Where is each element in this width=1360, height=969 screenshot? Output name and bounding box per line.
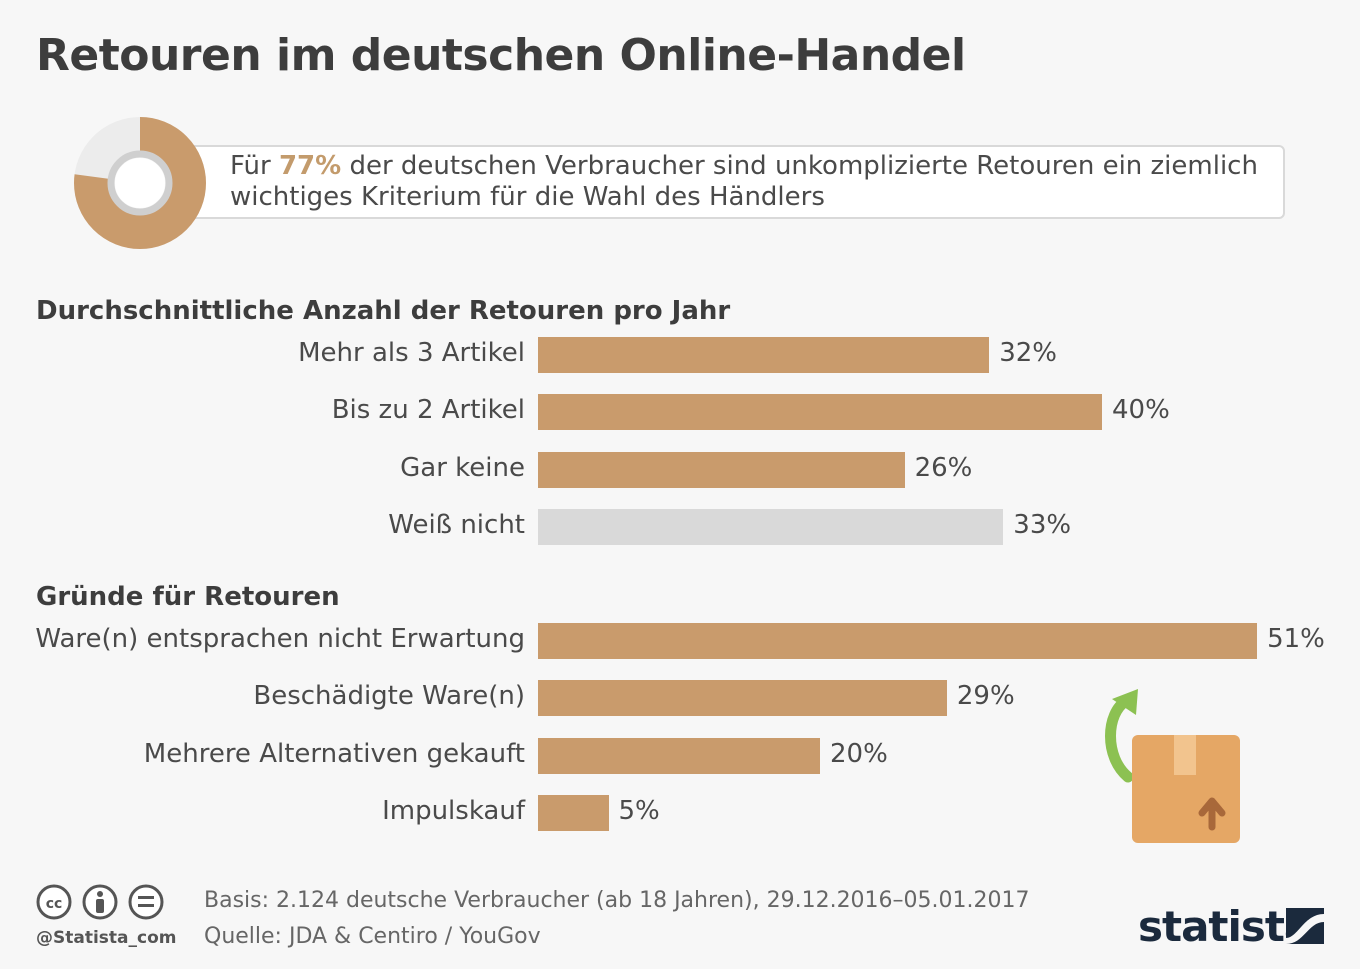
- cc-icon: cc: [36, 884, 72, 920]
- category-label: Ware(n) entsprachen nicht Erwartung: [35, 624, 525, 654]
- category-label: Mehrere Alternativen gekauft: [143, 738, 525, 769]
- value-label: 20%: [830, 738, 888, 769]
- chart-2-title: Gründe für Retouren: [36, 582, 340, 612]
- donut-inner-ring: [107, 150, 173, 216]
- category-label: Weiß nicht: [388, 509, 525, 540]
- by-icon: [82, 884, 118, 920]
- footer-source: Quelle: JDA & Centiro / YouGov: [204, 924, 541, 949]
- up-arrow-icon: [1198, 797, 1226, 831]
- footer-basis: Basis: 2.124 deutsche Verbraucher (ab 18…: [204, 888, 1030, 913]
- highlight-percent: 77%: [278, 151, 342, 181]
- highlight-text: Für 77% der deutschen Verbraucher sind u…: [230, 151, 1280, 213]
- donut-chart: [74, 117, 206, 249]
- highlight-box: [170, 145, 1285, 219]
- highlight-suffix: der deutschen Verbraucher sind unkompliz…: [230, 151, 1258, 212]
- bar: [538, 680, 947, 717]
- value-label: 33%: [1013, 509, 1072, 540]
- bar: [538, 623, 1258, 659]
- bar: [538, 794, 609, 831]
- bar: [538, 508, 1004, 545]
- category-label: Bis zu 2 Artikel: [331, 395, 525, 426]
- category-label: Impulskauf: [382, 795, 525, 826]
- value-label: 51%: [1267, 624, 1325, 654]
- box-tape: [1174, 735, 1196, 775]
- value-label: 5%: [618, 795, 660, 826]
- category-label: Gar keine: [400, 452, 525, 483]
- value-label: 32%: [999, 338, 1057, 368]
- return-arrow-icon: [1105, 695, 1134, 783]
- value-label: 40%: [1112, 395, 1170, 426]
- bar: [538, 737, 820, 774]
- statista-logo-mark-icon: [1286, 908, 1324, 944]
- donut-hole: [115, 158, 165, 208]
- bar: [538, 394, 1102, 431]
- category-label: Beschädigte Ware(n): [253, 681, 525, 712]
- statista-logo: statista: [1138, 902, 1312, 951]
- return-box-icon: [1105, 689, 1240, 843]
- value-label: 26%: [914, 452, 973, 483]
- return-arrow-head: [1112, 689, 1138, 715]
- bar: [538, 451, 905, 488]
- nd-icon: [128, 884, 164, 920]
- chart-1-title: Durchschnittliche Anzahl der Retouren pr…: [36, 296, 731, 326]
- statista-handle: @Statista_com: [36, 928, 177, 948]
- bar: [538, 337, 990, 373]
- svg-text:cc: cc: [46, 896, 63, 912]
- highlight-prefix: Für: [230, 151, 279, 181]
- value-label: 29%: [956, 681, 1015, 712]
- license-icons: cc: [36, 884, 164, 920]
- category-label: Mehr als 3 Artikel: [298, 338, 525, 368]
- donut-value-segment: [74, 117, 206, 249]
- chart-title: Retouren im deutschen Online-Handel: [36, 30, 966, 81]
